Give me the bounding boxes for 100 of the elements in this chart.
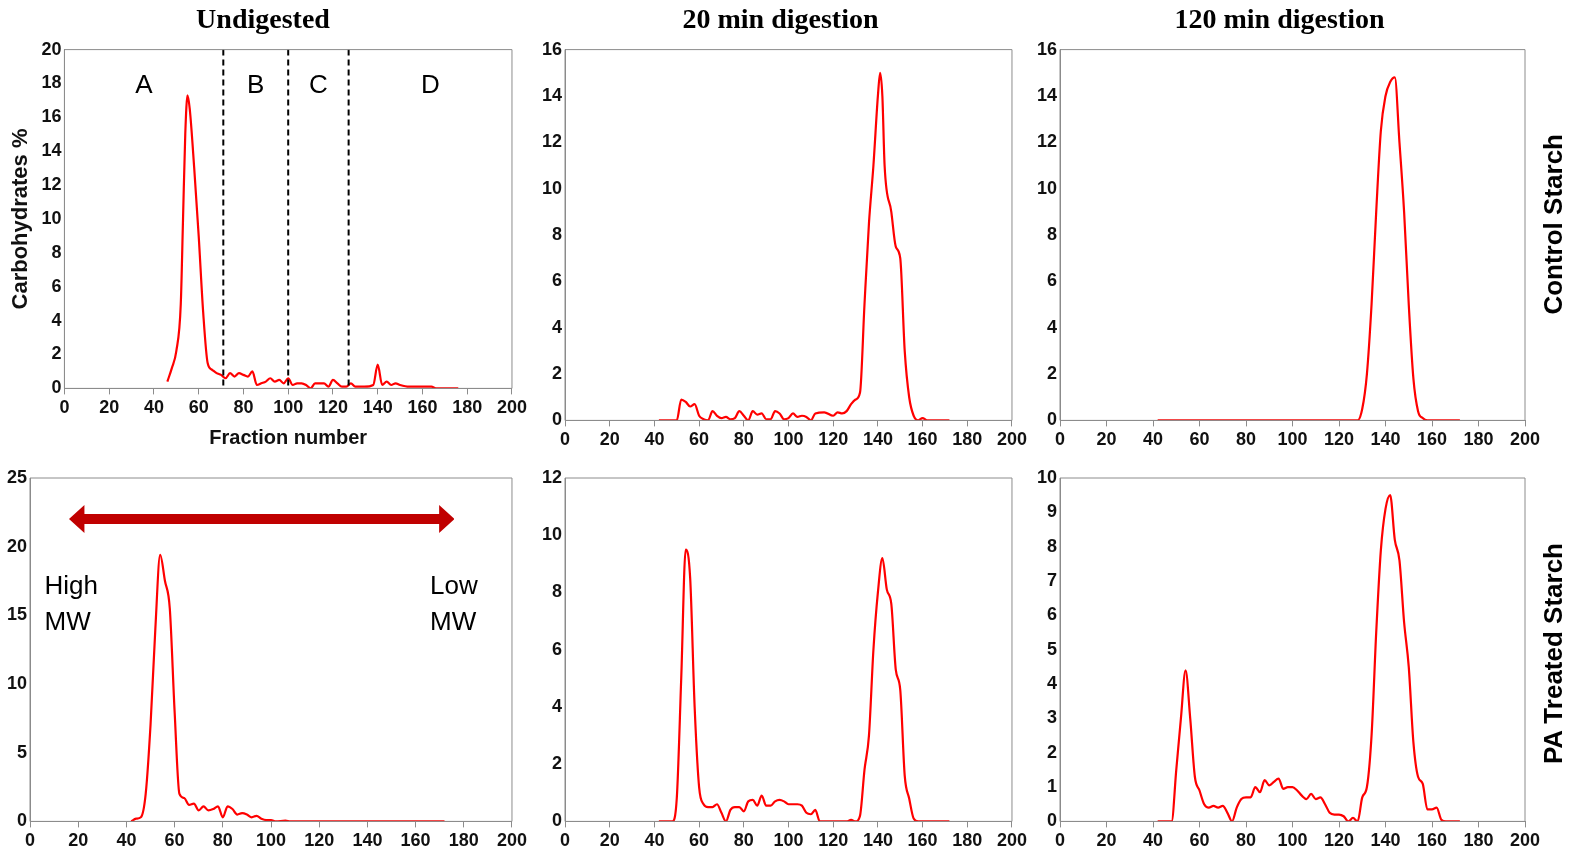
x-tick-label: 100 bbox=[273, 397, 304, 418]
x-tick-label: 60 bbox=[188, 397, 209, 418]
y-tick-label: 2 bbox=[552, 753, 563, 774]
x-tick-label: 120 bbox=[1323, 830, 1355, 851]
x-tick-label: 100 bbox=[255, 830, 287, 851]
x-tick-label: 40 bbox=[1143, 429, 1164, 450]
y-tick-label: 7 bbox=[1047, 569, 1058, 590]
x-tick-label: 80 bbox=[212, 830, 233, 851]
y-tick-label: 6 bbox=[1047, 604, 1058, 625]
annotation: A bbox=[135, 69, 154, 100]
y-tick-label: 18 bbox=[41, 72, 62, 93]
y-tick-label: 2 bbox=[1047, 741, 1058, 762]
x-tick-label: 20 bbox=[1096, 830, 1117, 851]
x-tick-label: 80 bbox=[1236, 429, 1257, 450]
y-tick-label: 4 bbox=[552, 316, 563, 337]
y-tick-label: 10 bbox=[541, 524, 563, 545]
y-tick-label: 4 bbox=[1047, 673, 1058, 694]
x-tick-label: 80 bbox=[733, 830, 754, 851]
x-tick-label: 160 bbox=[1416, 429, 1448, 450]
x-tick-label: 80 bbox=[233, 397, 254, 418]
y-tick-label: 6 bbox=[552, 270, 563, 291]
y-tick-label: 2 bbox=[552, 363, 563, 384]
x-tick-label: 40 bbox=[1143, 830, 1164, 851]
y-tick-label: 16 bbox=[1036, 38, 1058, 59]
x-tick-label: 180 bbox=[1463, 429, 1494, 450]
chart-title: Undigested bbox=[196, 3, 331, 35]
x-tick-label: 40 bbox=[116, 830, 137, 851]
x-tick-label: 120 bbox=[1323, 429, 1355, 450]
x-tick-label: 20 bbox=[68, 830, 89, 851]
x-tick-label: 180 bbox=[952, 830, 983, 851]
y-tick-label: 8 bbox=[1047, 223, 1058, 244]
x-tick-label: 180 bbox=[452, 397, 483, 418]
y-tick-label: 10 bbox=[6, 673, 28, 694]
x-tick-label: 40 bbox=[143, 397, 164, 418]
x-tick-label: 100 bbox=[773, 830, 804, 851]
x-tick-label: 60 bbox=[1189, 429, 1210, 450]
x-tick-label: 160 bbox=[407, 397, 438, 418]
y-tick-label: 9 bbox=[1047, 501, 1058, 522]
y-tick-label: 8 bbox=[51, 241, 62, 262]
x-tick-label: 200 bbox=[996, 830, 1028, 851]
y-tick-label: 6 bbox=[552, 638, 563, 659]
y-tick-label: 0 bbox=[1047, 810, 1058, 831]
x-tick-label: 20 bbox=[599, 830, 620, 851]
x-tick-label: 140 bbox=[1370, 830, 1401, 851]
y-tick-label: 25 bbox=[6, 466, 28, 487]
x-tick-label: 100 bbox=[1277, 830, 1308, 851]
y-tick-label: 10 bbox=[1036, 466, 1058, 487]
annotation: D bbox=[420, 69, 440, 100]
y-tick-label: 12 bbox=[1036, 131, 1058, 152]
x-tick-label: 60 bbox=[689, 429, 710, 450]
y-tick-label: 20 bbox=[41, 38, 62, 59]
y-tick-label: 16 bbox=[541, 38, 563, 59]
annotation: B bbox=[247, 69, 265, 100]
y-tick-label: 14 bbox=[541, 84, 563, 105]
x-tick-label: 20 bbox=[599, 429, 620, 450]
x-tick-label: 40 bbox=[644, 830, 665, 851]
y-tick-label: 2 bbox=[1047, 363, 1058, 384]
y-tick-label: 12 bbox=[541, 131, 563, 152]
x-tick-label: 120 bbox=[818, 830, 849, 851]
y-tick-label: 5 bbox=[17, 741, 28, 762]
y-tick-label: 5 bbox=[1047, 638, 1058, 659]
x-tick-label: 160 bbox=[400, 830, 431, 851]
x-tick-label: 160 bbox=[907, 830, 938, 851]
y-tick-label: 3 bbox=[1047, 707, 1058, 728]
y2-axis-title: Control Starch bbox=[1537, 133, 1569, 315]
annotation: C bbox=[309, 69, 328, 100]
y-tick-label: 4 bbox=[1047, 316, 1058, 337]
chart-title: 120 min digestion bbox=[1174, 3, 1385, 35]
x-tick-label: 80 bbox=[733, 429, 754, 450]
annotation: Low MW bbox=[430, 570, 478, 637]
y-tick-label: 4 bbox=[552, 695, 563, 716]
line-series bbox=[657, 71, 951, 421]
y-tick-label: 8 bbox=[552, 223, 563, 244]
x-tick-label: 200 bbox=[496, 397, 528, 418]
y-tick-label: 14 bbox=[1036, 84, 1058, 105]
y-tick-label: 20 bbox=[6, 535, 28, 556]
line-series bbox=[657, 548, 951, 822]
y-tick-label: 6 bbox=[51, 275, 62, 296]
line-series bbox=[1156, 76, 1461, 421]
annotation: High MW bbox=[44, 570, 98, 637]
x-tick-label: 80 bbox=[1236, 830, 1257, 851]
y-tick-label: 10 bbox=[41, 207, 62, 228]
x-tick-label: 140 bbox=[362, 397, 393, 418]
x-tick-label: 60 bbox=[689, 830, 710, 851]
y-tick-label: 10 bbox=[541, 177, 563, 198]
x-tick-label: 200 bbox=[1509, 429, 1541, 450]
y-tick-label: 2 bbox=[51, 343, 62, 364]
x-tick-label: 180 bbox=[1463, 830, 1494, 851]
x-tick-label: 180 bbox=[448, 830, 479, 851]
x-tick-label: 20 bbox=[1096, 429, 1117, 450]
y-tick-label: 0 bbox=[17, 810, 28, 831]
y-tick-label: 10 bbox=[1036, 177, 1058, 198]
line-series bbox=[1156, 494, 1461, 822]
x-tick-label: 100 bbox=[773, 429, 804, 450]
y-tick-label: 0 bbox=[51, 377, 62, 398]
x-tick-label: 20 bbox=[99, 397, 120, 418]
x-tick-label: 60 bbox=[164, 830, 185, 851]
y-tick-label: 14 bbox=[41, 140, 62, 161]
x-tick-label: 140 bbox=[352, 830, 383, 851]
x-tick-label: 160 bbox=[907, 429, 938, 450]
